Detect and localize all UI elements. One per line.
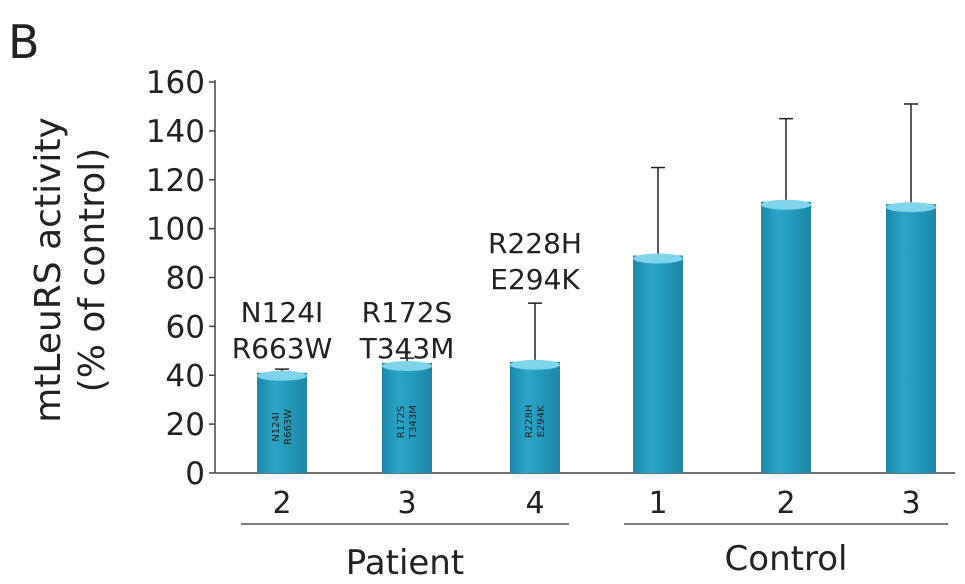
bar-top bbox=[510, 359, 560, 370]
x-tick-label: 2 bbox=[272, 486, 291, 521]
bar-top bbox=[382, 361, 432, 372]
y-tick-label: 60 bbox=[166, 309, 205, 345]
bar-inner-label: E294K bbox=[536, 405, 547, 437]
y-axis-title-line1: mtLeuRS activity bbox=[28, 117, 69, 423]
y-tick-label: 120 bbox=[146, 163, 205, 199]
x-tick-label: 3 bbox=[397, 486, 416, 521]
bar bbox=[510, 361, 560, 473]
y-axis-title: mtLeuRS activity (% of control) bbox=[28, 117, 113, 423]
bar bbox=[257, 372, 307, 473]
bar-top bbox=[761, 199, 811, 210]
mutation-label-top: R172S bbox=[362, 296, 453, 329]
group-label-patient: Patient bbox=[346, 543, 464, 583]
bar-inner-label: N124I bbox=[271, 412, 282, 442]
bar-group bbox=[510, 302, 560, 473]
x-tick-label: 1 bbox=[648, 486, 667, 521]
y-tick-label: 20 bbox=[166, 407, 205, 443]
bar bbox=[382, 363, 432, 473]
y-tick-label: 40 bbox=[166, 358, 205, 394]
bar-group bbox=[382, 357, 432, 473]
x-tick-label: 3 bbox=[901, 486, 920, 521]
bar-group bbox=[633, 166, 683, 473]
bar-inner-label: T343M bbox=[408, 405, 419, 440]
bar-group bbox=[257, 368, 307, 473]
bar-top bbox=[257, 370, 307, 381]
mutation-label-bottom: R663W bbox=[232, 332, 333, 365]
bar bbox=[886, 204, 936, 473]
mutation-label-top: N124I bbox=[241, 296, 324, 329]
bar bbox=[761, 201, 811, 473]
y-tick-label: 140 bbox=[146, 114, 205, 150]
panel-label: B bbox=[8, 15, 40, 69]
bar-inner-label: R663W bbox=[283, 409, 294, 445]
bar-group bbox=[761, 117, 811, 473]
bar-inner-label: R228H bbox=[524, 405, 535, 439]
mutation-label-top: R228H bbox=[488, 227, 582, 260]
y-tick-label: 80 bbox=[166, 261, 205, 297]
y-tick-label: 160 bbox=[146, 65, 205, 101]
y-tick-label: 0 bbox=[185, 456, 205, 492]
bar-inner-label: R172S bbox=[396, 406, 407, 438]
x-tick-label: 4 bbox=[525, 486, 544, 521]
mutation-label-bottom: T343M bbox=[359, 332, 455, 365]
bar-top bbox=[633, 253, 683, 264]
bar bbox=[633, 255, 683, 473]
y-tick-label: 100 bbox=[146, 212, 205, 248]
bar-group bbox=[886, 103, 936, 473]
x-tick-label: 2 bbox=[776, 486, 795, 521]
y-axis-title-line2: (% of control) bbox=[72, 148, 113, 393]
group-label-control: Control bbox=[725, 539, 848, 579]
mutation-label-bottom: E294K bbox=[490, 263, 580, 296]
bar-top bbox=[886, 202, 936, 213]
